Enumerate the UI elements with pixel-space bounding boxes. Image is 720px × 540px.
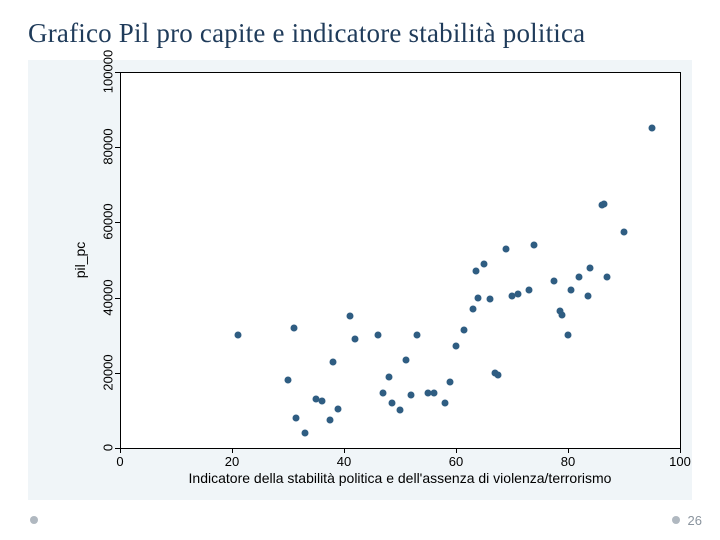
- x-tick-label: 20: [212, 454, 252, 469]
- data-point: [514, 290, 521, 297]
- data-point: [495, 371, 502, 378]
- data-point: [293, 414, 300, 421]
- data-point: [234, 332, 241, 339]
- data-point: [408, 392, 415, 399]
- x-tick-label: 100: [660, 454, 700, 469]
- data-point: [503, 245, 510, 252]
- data-point: [318, 398, 325, 405]
- data-point: [559, 311, 566, 318]
- data-point: [649, 125, 656, 132]
- plot-area: [120, 72, 681, 449]
- data-point: [601, 200, 608, 207]
- chart-container: pil_pc Indicatore della stabilità politi…: [28, 60, 692, 500]
- data-point: [374, 332, 381, 339]
- data-point: [388, 399, 395, 406]
- data-point: [380, 390, 387, 397]
- data-point: [525, 287, 532, 294]
- data-point: [472, 268, 479, 275]
- x-tick-label: 80: [548, 454, 588, 469]
- page-number: 26: [688, 513, 702, 528]
- data-point: [469, 305, 476, 312]
- data-point: [481, 260, 488, 267]
- data-point: [290, 324, 297, 331]
- data-point: [551, 277, 558, 284]
- data-point: [352, 335, 359, 342]
- x-tick-label: 0: [100, 454, 140, 469]
- data-point: [486, 296, 493, 303]
- y-tick-label: 40000: [101, 267, 116, 327]
- data-point: [576, 273, 583, 280]
- data-point: [453, 343, 460, 350]
- data-point: [413, 332, 420, 339]
- data-point: [285, 377, 292, 384]
- y-tick-label: 20000: [101, 342, 116, 402]
- data-point: [402, 356, 409, 363]
- data-point: [441, 399, 448, 406]
- data-point: [587, 264, 594, 271]
- data-point: [447, 379, 454, 386]
- data-point: [327, 416, 334, 423]
- footer-bullet-right: [672, 516, 680, 524]
- data-point: [565, 332, 572, 339]
- data-point: [335, 405, 342, 412]
- y-tick-label: 80000: [101, 117, 116, 177]
- data-point: [584, 292, 591, 299]
- data-point: [385, 373, 392, 380]
- data-point: [346, 313, 353, 320]
- data-point: [461, 326, 468, 333]
- x-axis-label: Indicatore della stabilità politica e de…: [120, 470, 680, 486]
- data-point: [604, 273, 611, 280]
- data-point: [567, 287, 574, 294]
- data-point: [397, 407, 404, 414]
- footer-bullet-left: [30, 516, 38, 524]
- y-axis-label: pil_pc: [72, 210, 88, 310]
- data-point: [475, 294, 482, 301]
- y-tick-label: 100000: [101, 42, 116, 102]
- x-tick-label: 40: [324, 454, 364, 469]
- data-point: [430, 390, 437, 397]
- data-point: [621, 228, 628, 235]
- data-point: [531, 241, 538, 248]
- data-point: [329, 358, 336, 365]
- slide: Grafico Pil pro capite e indicatore stab…: [0, 0, 720, 540]
- y-tick-label: 60000: [101, 192, 116, 252]
- x-tick-label: 60: [436, 454, 476, 469]
- data-point: [301, 429, 308, 436]
